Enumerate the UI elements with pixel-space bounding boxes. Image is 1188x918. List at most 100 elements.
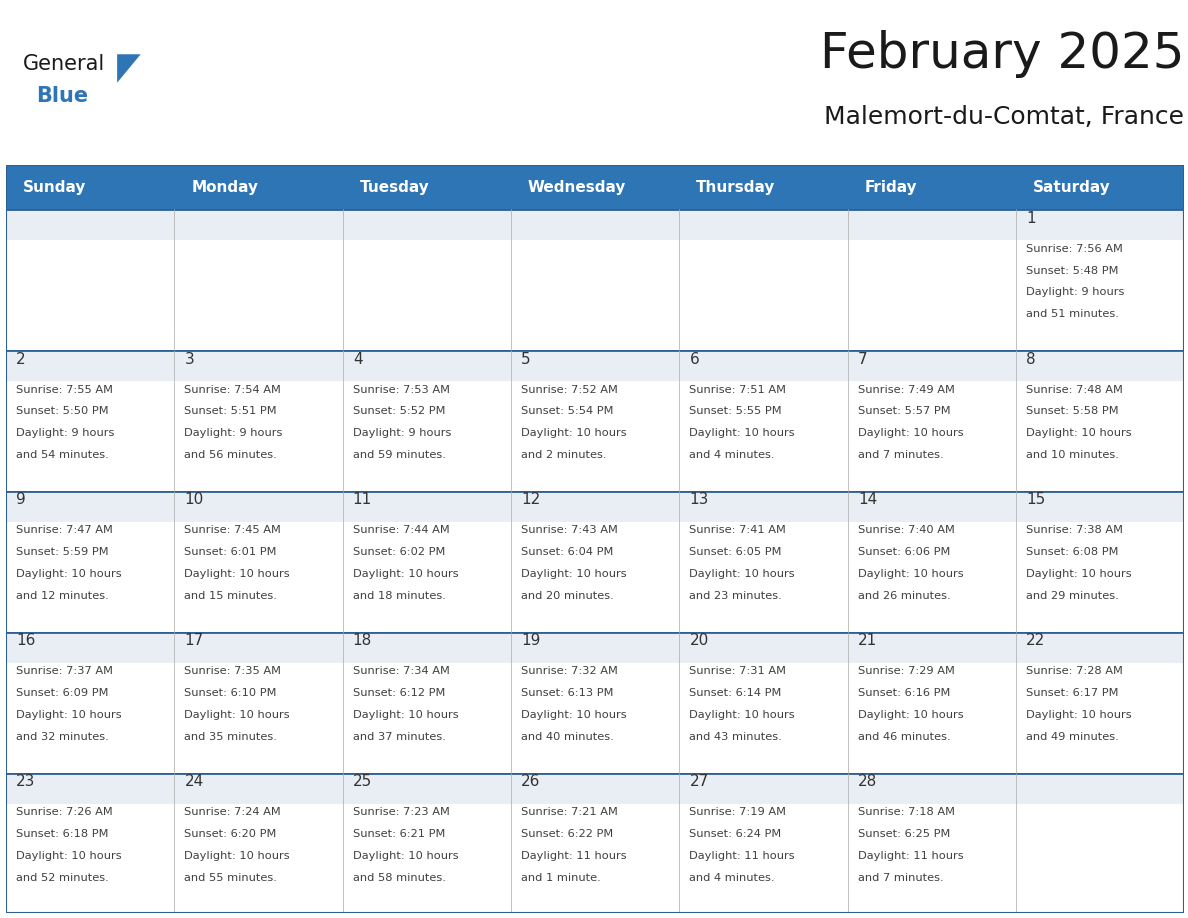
Text: Sunrise: 7:35 AM: Sunrise: 7:35 AM	[184, 666, 282, 677]
Text: and 40 minutes.: and 40 minutes.	[522, 732, 614, 742]
Text: and 55 minutes.: and 55 minutes.	[184, 873, 277, 882]
Text: Sunset: 5:50 PM: Sunset: 5:50 PM	[17, 407, 108, 417]
Text: Daylight: 11 hours: Daylight: 11 hours	[858, 851, 963, 861]
Text: Sunset: 6:05 PM: Sunset: 6:05 PM	[689, 547, 782, 557]
Text: Sunrise: 7:49 AM: Sunrise: 7:49 AM	[858, 385, 955, 395]
Text: 13: 13	[689, 492, 709, 508]
Text: 1: 1	[1026, 211, 1036, 226]
Text: Thursday: Thursday	[696, 180, 776, 195]
Text: Daylight: 9 hours: Daylight: 9 hours	[17, 429, 114, 438]
Text: and 2 minutes.: and 2 minutes.	[522, 450, 607, 460]
Text: Daylight: 10 hours: Daylight: 10 hours	[353, 710, 459, 720]
Text: and 20 minutes.: and 20 minutes.	[522, 591, 614, 601]
Text: Daylight: 10 hours: Daylight: 10 hours	[522, 429, 627, 438]
Bar	[6, 209, 1184, 241]
Text: Sunset: 6:16 PM: Sunset: 6:16 PM	[858, 688, 950, 698]
Text: 21: 21	[858, 633, 877, 648]
Text: Friday: Friday	[865, 180, 917, 195]
Text: and 37 minutes.: and 37 minutes.	[353, 732, 446, 742]
Text: Sunrise: 7:56 AM: Sunrise: 7:56 AM	[1026, 244, 1123, 253]
Text: Daylight: 10 hours: Daylight: 10 hours	[353, 851, 459, 861]
Text: 11: 11	[353, 492, 372, 508]
Text: Sunrise: 7:21 AM: Sunrise: 7:21 AM	[522, 807, 618, 817]
Text: Daylight: 10 hours: Daylight: 10 hours	[689, 429, 795, 438]
Text: 2: 2	[17, 352, 26, 366]
Text: and 29 minutes.: and 29 minutes.	[1026, 591, 1119, 601]
Text: 26: 26	[522, 774, 541, 789]
Text: 6: 6	[689, 352, 700, 366]
Text: Sunset: 6:04 PM: Sunset: 6:04 PM	[522, 547, 613, 557]
Text: 16: 16	[17, 633, 36, 648]
Text: Daylight: 10 hours: Daylight: 10 hours	[17, 569, 121, 579]
Text: Sunrise: 7:32 AM: Sunrise: 7:32 AM	[522, 666, 618, 677]
Text: Wednesday: Wednesday	[527, 180, 626, 195]
Text: Sunrise: 7:26 AM: Sunrise: 7:26 AM	[17, 807, 113, 817]
Text: Sunset: 5:58 PM: Sunset: 5:58 PM	[1026, 407, 1119, 417]
Text: Sunrise: 7:44 AM: Sunrise: 7:44 AM	[353, 525, 449, 535]
Text: Daylight: 10 hours: Daylight: 10 hours	[184, 569, 290, 579]
Text: Sunset: 5:55 PM: Sunset: 5:55 PM	[689, 407, 782, 417]
Text: Daylight: 9 hours: Daylight: 9 hours	[353, 429, 451, 438]
Text: Blue: Blue	[36, 85, 88, 106]
Text: and 7 minutes.: and 7 minutes.	[858, 873, 943, 882]
Text: Monday: Monday	[191, 180, 258, 195]
Text: Daylight: 9 hours: Daylight: 9 hours	[1026, 287, 1125, 297]
Text: 20: 20	[689, 633, 709, 648]
Text: Sunrise: 7:43 AM: Sunrise: 7:43 AM	[522, 525, 618, 535]
Text: Daylight: 10 hours: Daylight: 10 hours	[184, 851, 290, 861]
Bar	[6, 632, 1184, 663]
Text: and 1 minute.: and 1 minute.	[522, 873, 601, 882]
Text: 14: 14	[858, 492, 877, 508]
Text: 24: 24	[184, 774, 203, 789]
Text: Sunset: 5:54 PM: Sunset: 5:54 PM	[522, 407, 614, 417]
Text: 28: 28	[858, 774, 877, 789]
Text: and 56 minutes.: and 56 minutes.	[184, 450, 277, 460]
Text: 19: 19	[522, 633, 541, 648]
Text: and 58 minutes.: and 58 minutes.	[353, 873, 446, 882]
Text: Sunrise: 7:24 AM: Sunrise: 7:24 AM	[184, 807, 282, 817]
Text: and 15 minutes.: and 15 minutes.	[184, 591, 277, 601]
Text: Tuesday: Tuesday	[360, 180, 429, 195]
Text: Daylight: 10 hours: Daylight: 10 hours	[353, 569, 459, 579]
Text: Sunset: 6:22 PM: Sunset: 6:22 PM	[522, 829, 613, 839]
Text: Daylight: 10 hours: Daylight: 10 hours	[522, 710, 627, 720]
Text: Sunset: 6:01 PM: Sunset: 6:01 PM	[184, 547, 277, 557]
Text: 15: 15	[1026, 492, 1045, 508]
Text: Sunset: 6:21 PM: Sunset: 6:21 PM	[353, 829, 446, 839]
Text: Daylight: 10 hours: Daylight: 10 hours	[1026, 569, 1132, 579]
Text: General: General	[23, 54, 106, 74]
Text: Sunset: 6:17 PM: Sunset: 6:17 PM	[1026, 688, 1119, 698]
Polygon shape	[118, 54, 140, 83]
Text: Daylight: 10 hours: Daylight: 10 hours	[858, 710, 963, 720]
Text: Daylight: 10 hours: Daylight: 10 hours	[689, 569, 795, 579]
Text: and 23 minutes.: and 23 minutes.	[689, 591, 782, 601]
Text: Sunset: 6:24 PM: Sunset: 6:24 PM	[689, 829, 782, 839]
Text: Sunset: 6:02 PM: Sunset: 6:02 PM	[353, 547, 446, 557]
Text: Daylight: 9 hours: Daylight: 9 hours	[184, 429, 283, 438]
Text: Daylight: 10 hours: Daylight: 10 hours	[858, 569, 963, 579]
Text: Sunrise: 7:31 AM: Sunrise: 7:31 AM	[689, 666, 786, 677]
Text: Sunrise: 7:51 AM: Sunrise: 7:51 AM	[689, 385, 786, 395]
Text: 27: 27	[689, 774, 709, 789]
Text: Daylight: 10 hours: Daylight: 10 hours	[858, 429, 963, 438]
Text: and 4 minutes.: and 4 minutes.	[689, 873, 775, 882]
Text: Sunset: 5:59 PM: Sunset: 5:59 PM	[17, 547, 108, 557]
Text: 23: 23	[17, 774, 36, 789]
Text: Daylight: 10 hours: Daylight: 10 hours	[1026, 429, 1132, 438]
Text: Sunset: 6:20 PM: Sunset: 6:20 PM	[184, 829, 277, 839]
Text: Sunrise: 7:23 AM: Sunrise: 7:23 AM	[353, 807, 449, 817]
Text: Sunset: 5:51 PM: Sunset: 5:51 PM	[184, 407, 277, 417]
Text: and 35 minutes.: and 35 minutes.	[184, 732, 277, 742]
Text: and 4 minutes.: and 4 minutes.	[689, 450, 775, 460]
Text: Sunrise: 7:38 AM: Sunrise: 7:38 AM	[1026, 525, 1123, 535]
Text: February 2025: February 2025	[820, 30, 1184, 78]
Text: and 32 minutes.: and 32 minutes.	[17, 732, 109, 742]
Text: and 18 minutes.: and 18 minutes.	[353, 591, 446, 601]
Text: Sunrise: 7:55 AM: Sunrise: 7:55 AM	[17, 385, 113, 395]
Text: and 12 minutes.: and 12 minutes.	[17, 591, 109, 601]
Text: Sunrise: 7:37 AM: Sunrise: 7:37 AM	[17, 666, 113, 677]
Text: and 10 minutes.: and 10 minutes.	[1026, 450, 1119, 460]
Text: Sunrise: 7:40 AM: Sunrise: 7:40 AM	[858, 525, 955, 535]
Text: and 46 minutes.: and 46 minutes.	[858, 732, 950, 742]
Text: Sunrise: 7:53 AM: Sunrise: 7:53 AM	[353, 385, 450, 395]
